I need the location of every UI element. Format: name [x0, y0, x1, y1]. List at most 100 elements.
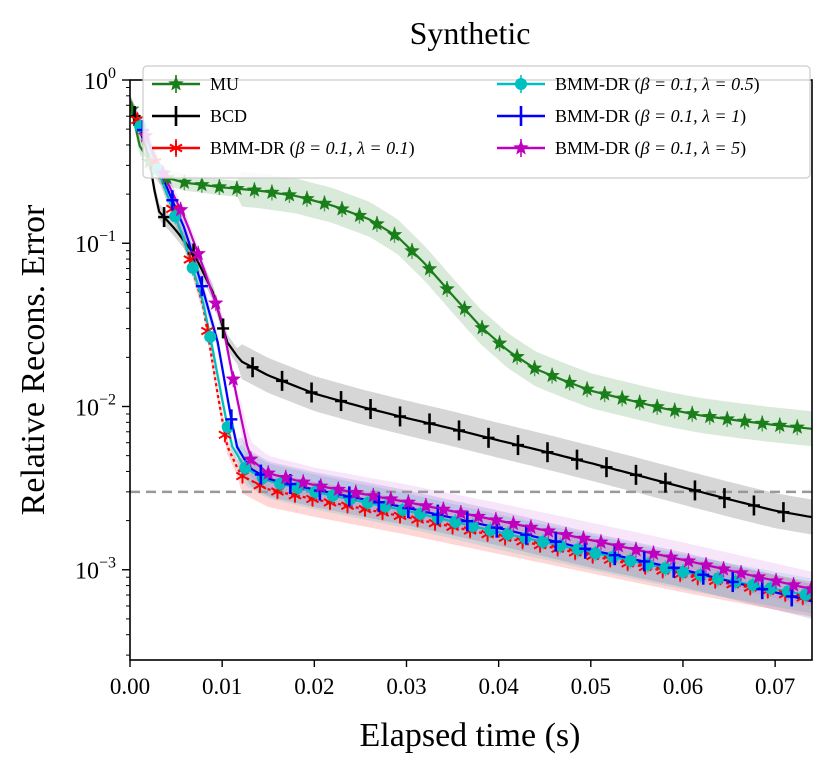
marker-series-0-32	[684, 405, 700, 421]
marker-series-3-26	[589, 547, 602, 560]
marker-series-5-21	[505, 515, 522, 531]
marker-series-0-20	[474, 319, 490, 335]
band-series-5	[130, 95, 812, 607]
legend-label-3: BMM-DR (β = 0.1, λ = 0.5)	[555, 74, 760, 95]
marker-series-5-29	[645, 545, 662, 561]
marker-series-5-15	[400, 494, 417, 509]
marker-series-3-31	[676, 565, 689, 578]
x-tick-label-6: 0.06	[663, 674, 703, 699]
marker-series-5-3	[190, 245, 206, 261]
marker-series-5-19	[470, 508, 487, 524]
chart-title: Synthetic	[410, 15, 531, 51]
marker-series-0-15	[386, 226, 403, 242]
marker-series-5-33	[715, 560, 732, 576]
marker-series-0-4	[194, 176, 210, 192]
marker-series-0-36	[754, 415, 770, 431]
marker-series-5-31	[680, 552, 697, 568]
marker-series-5-13	[365, 487, 382, 503]
marker-series-0-7	[246, 182, 263, 197]
line-series-0	[130, 100, 812, 430]
marker-series-0-21	[491, 335, 508, 350]
marker-series-0-29	[631, 394, 648, 410]
marker-series-0-3	[176, 174, 193, 190]
x-tick-label-3: 0.03	[386, 674, 426, 699]
marker-series-5-24	[558, 526, 574, 542]
marker-series-0-11	[316, 195, 333, 210]
marker-series-0-6	[229, 180, 245, 196]
marker-series-5-18	[453, 504, 469, 520]
marker-series-3-3	[186, 261, 199, 274]
x-tick-label-5: 0.05	[571, 674, 611, 699]
marker-series-5-17	[435, 501, 452, 517]
marker-series-3-28	[624, 554, 637, 567]
legend-box	[142, 65, 811, 179]
marker-series-5-38	[803, 580, 812, 596]
marker-series-0-17	[421, 260, 438, 276]
marker-series-0-37	[772, 417, 788, 433]
marker-series-0-31	[666, 402, 683, 418]
band-series-0	[130, 92, 812, 447]
y-tick-label-2: 10−2	[75, 391, 116, 421]
marker-series-3-18	[449, 516, 462, 529]
marker-series-0-23	[526, 360, 543, 375]
marker-series-0-35	[737, 413, 753, 428]
legend-label-5: BMM-DR (β = 0.1, λ = 5)	[555, 138, 746, 159]
marker-series-3-20	[484, 524, 497, 537]
marker-series-0-5	[211, 178, 228, 194]
marker-series-0-12	[334, 200, 350, 216]
marker-series-3-21	[501, 528, 514, 541]
legend: MU BCD BMM-DR (β = 0.1, λ = 0.1) BMM-DR (β …	[142, 65, 811, 179]
marker-series-5-28	[628, 541, 644, 557]
marker-series-0-33	[701, 408, 718, 424]
marker-series-5-32	[698, 556, 714, 572]
x-tick-label-2: 0.02	[294, 674, 334, 699]
marker-series-5-36	[768, 572, 784, 588]
y-tick-label-1: 10−1	[75, 228, 116, 258]
marker-series-5-35	[750, 568, 767, 584]
marker-series-0-30	[649, 398, 665, 414]
marker-series-3-4	[204, 330, 217, 343]
marker-series-3-23	[536, 535, 549, 548]
legend-label-4: BMM-DR (β = 0.1, λ = 1)	[555, 106, 746, 127]
y-axis-label: Relative Recons. Error	[15, 204, 52, 515]
x-tick-label-4: 0.04	[479, 674, 520, 699]
marker-series-5-12	[348, 484, 364, 500]
marker-series-0-16	[404, 242, 420, 258]
marker-series-5-16	[418, 497, 434, 513]
marker-series-3-6	[239, 462, 252, 475]
marker-series-5-37	[785, 576, 802, 592]
line-series-5	[130, 102, 812, 591]
marker-series-0-19	[456, 300, 473, 316]
marker-series-5-10	[313, 478, 329, 493]
x-tick-label-7: 0.07	[755, 674, 795, 699]
marker-series-0-18	[439, 280, 455, 296]
legend-label-0: MU	[210, 74, 239, 94]
marker-series-3-33	[711, 572, 724, 585]
marker-series-5-6	[243, 451, 259, 466]
marker-series-5-5	[225, 371, 241, 386]
marker-series-0-14	[369, 215, 385, 231]
marker-series-5-7	[260, 465, 276, 480]
legend-label-2: BMM-DR (β = 0.1, λ = 0.1)	[210, 138, 415, 159]
marker-series-0-38	[789, 419, 805, 434]
marker-series-3-27	[606, 550, 619, 563]
marker-series-5-20	[488, 511, 504, 527]
marker-series-0-28	[614, 390, 630, 405]
y-tick-label-3: 10−3	[75, 555, 116, 585]
marker-series-5-8	[278, 469, 294, 485]
marker-series-5-23	[540, 522, 557, 538]
marker-series-5-9	[295, 474, 311, 489]
x-tick-label-1: 0.01	[202, 674, 242, 699]
marker-series-5-25	[575, 530, 592, 546]
y-tick-label-0: 100	[84, 65, 116, 95]
marker-series-5-34	[733, 564, 749, 580]
marker-series-0-22	[509, 348, 525, 364]
marker-series-0-10	[299, 190, 315, 206]
x-tick-label-0: 0.00	[110, 674, 150, 699]
marker-series-5-27	[610, 537, 627, 553]
marker-series-0-34	[719, 410, 735, 426]
marker-series-0-24	[544, 367, 560, 383]
legend-label-1: BCD	[210, 106, 247, 126]
marker-series-5-30	[663, 549, 679, 564]
marker-series-5-11	[330, 481, 346, 497]
